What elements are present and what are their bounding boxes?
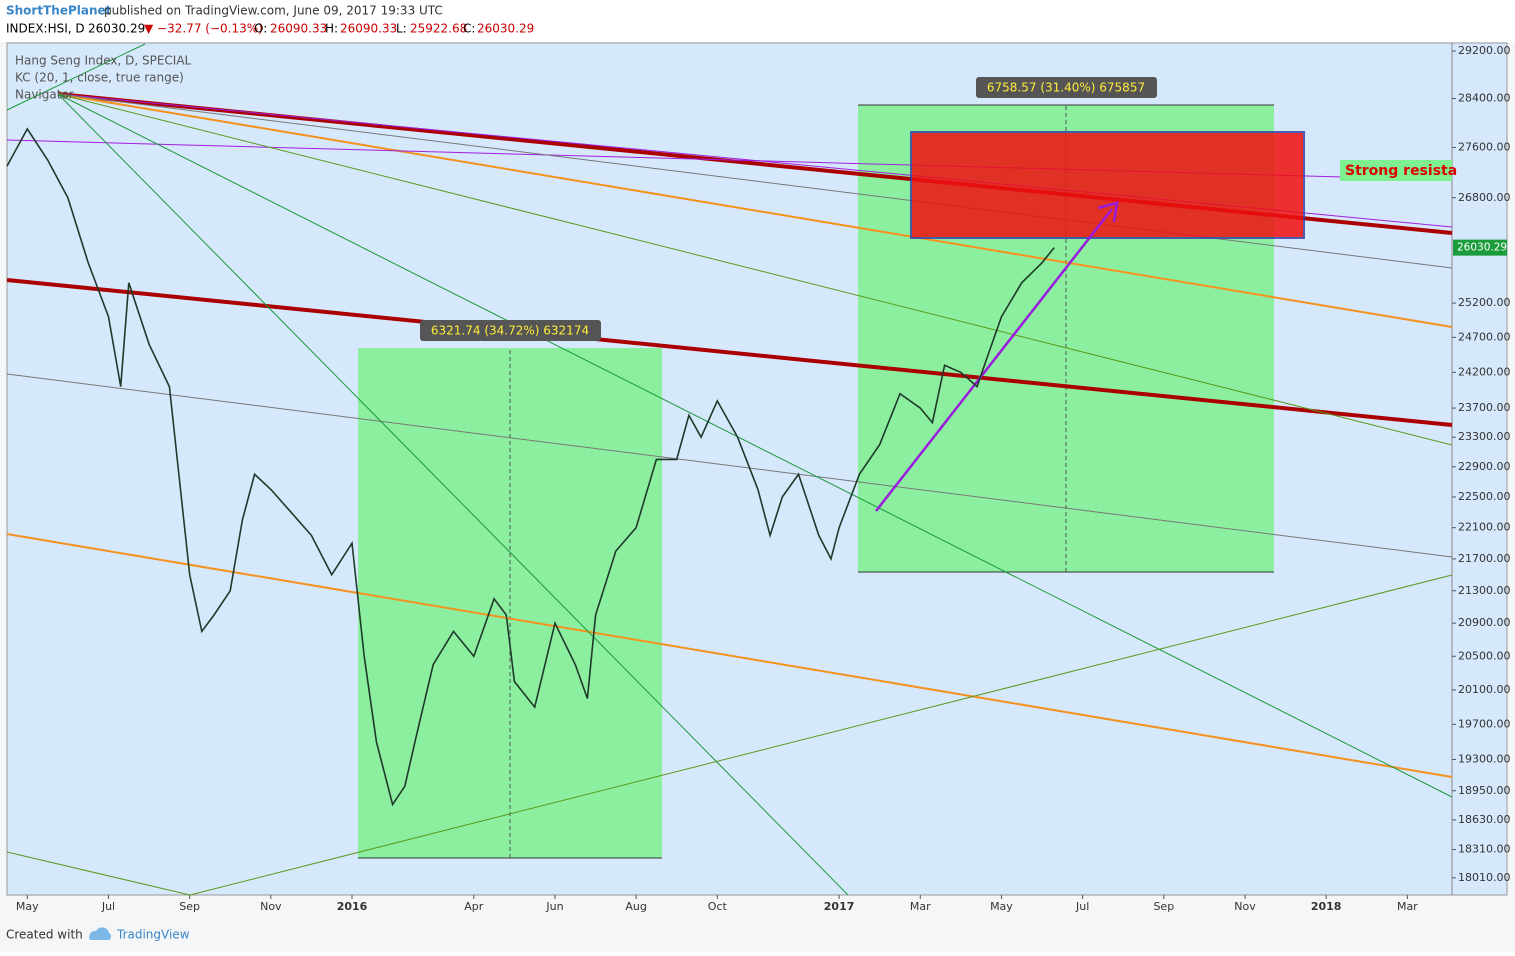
x-tick-label: Jul	[101, 900, 115, 913]
resistance-box	[910, 131, 1305, 239]
trend-line	[57, 93, 1453, 446]
label-bg	[1340, 160, 1452, 181]
x-tick-label: Nov	[1234, 900, 1256, 913]
logo	[89, 927, 112, 940]
x-tick-label: May	[16, 900, 39, 913]
last-price-bg	[1453, 239, 1507, 256]
x-tick-label: 2017	[824, 900, 855, 913]
y-tick-label: 24200.00	[1458, 365, 1511, 378]
x-tick-label: Sep	[1153, 900, 1174, 913]
label-bg	[420, 320, 601, 341]
ohlc-label: L:	[396, 22, 407, 36]
ohlc-value: 25922.68	[410, 22, 467, 36]
ohlc-label: O:	[254, 22, 267, 36]
ohlc-label: H:	[325, 22, 338, 36]
arrow	[875, 208, 1113, 512]
measure-label: 6758.57 (31.40%) 675857	[987, 81, 1145, 95]
y-tick-label: 22100.00	[1458, 521, 1511, 534]
trend-line	[57, 93, 1453, 798]
x-tick-label: Mar	[910, 900, 931, 913]
x-tick-label: 2018	[1311, 900, 1342, 913]
change: ▼ −32.77 (−0.13%)	[144, 22, 263, 36]
trend-line	[189, 574, 1453, 896]
y-tick-label: 21700.00	[1458, 552, 1511, 565]
y-tick-label: 18950.00	[1458, 784, 1511, 797]
ohlc-value: 26090.33	[270, 22, 327, 36]
y-tick-label: 18310.00	[1458, 843, 1511, 856]
ohlc-value: 26090.33	[340, 22, 397, 36]
y-tick-label: 19700.00	[1458, 717, 1511, 730]
x-tick-label: Sep	[179, 900, 200, 913]
x-tick-label: Apr	[464, 900, 484, 913]
y-tick-label: 18010.00	[1458, 871, 1511, 884]
y-tick-label: 28400.00	[1458, 92, 1511, 105]
trend-line	[6, 533, 1453, 778]
y-tick-label: 22500.00	[1458, 490, 1511, 503]
x-tick-label: Jun	[545, 900, 563, 913]
legend-item: Hang Seng Index, D, SPECIAL	[15, 54, 192, 68]
x-tick-label: Jul	[1075, 900, 1089, 913]
y-tick-label: 19300.00	[1458, 752, 1511, 765]
trend-line	[57, 93, 1453, 328]
y-tick-label: 23300.00	[1458, 430, 1511, 443]
y-tick-label: 22900.00	[1458, 460, 1511, 473]
y-tick-label: 25200.00	[1458, 296, 1511, 309]
label-bg	[976, 77, 1157, 98]
header-bg	[0, 0, 1515, 42]
x-tick-label: 2016	[337, 900, 368, 913]
trend-line	[6, 278, 1453, 427]
y-tick-label: 20900.00	[1458, 616, 1511, 629]
footer-brand[interactable]: TradingView	[116, 928, 190, 942]
x-tick-label: Mar	[1397, 900, 1418, 913]
ohlc-value: 26030.29	[477, 22, 534, 36]
y-tick-label: 29200.00	[1458, 44, 1511, 57]
x-tick-label: Nov	[260, 900, 282, 913]
trend-line	[6, 373, 1453, 558]
legend-item: KC (20, 1, close, true range)	[15, 71, 184, 85]
x-tick-label: May	[990, 900, 1013, 913]
y-tick-label: 27600.00	[1458, 140, 1511, 153]
y-tick-label: 21300.00	[1458, 584, 1511, 597]
price: 26030.29	[88, 22, 145, 36]
drawings: Strong resista 6321.74 (34.72%) 632174 6…	[6, 43, 1457, 896]
y-tick-label: 23700.00	[1458, 401, 1511, 414]
author[interactable]: ShortThePlanet	[6, 4, 112, 18]
trend-line	[6, 43, 146, 111]
y-tick-label: 18630.00	[1458, 813, 1511, 826]
y-tick-label: 20100.00	[1458, 683, 1511, 696]
footer-text: Created with	[6, 928, 83, 942]
x-tick-label: Aug	[625, 900, 646, 913]
price-line	[6, 127, 1055, 807]
symbol: INDEX:HSI, D	[6, 22, 85, 36]
y-tick-label: 20500.00	[1458, 649, 1511, 662]
measure-label: 6321.74 (34.72%) 632174	[431, 324, 589, 338]
published: published on TradingView.com, June 09, 2…	[104, 4, 443, 18]
arrow-head	[1097, 201, 1119, 223]
ohlc-label: C:	[463, 22, 475, 36]
y-tick-label: 26800.00	[1458, 191, 1511, 204]
x-tick-label: Oct	[708, 900, 728, 913]
y-tick-label: 24700.00	[1458, 330, 1511, 343]
trend-line	[6, 851, 191, 896]
resistance-label: Strong resista	[1345, 163, 1457, 179]
legend-item: Navigator	[15, 88, 74, 102]
last-price-label: 26030.29	[1457, 242, 1507, 254]
